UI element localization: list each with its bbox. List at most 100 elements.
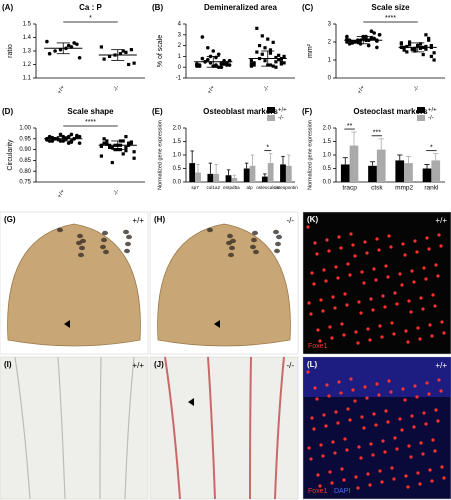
panel-label: (G) xyxy=(4,215,16,224)
bar xyxy=(422,168,432,182)
data-point xyxy=(429,54,433,58)
pigment xyxy=(252,230,258,236)
cell-dot xyxy=(315,397,319,401)
cell-dot xyxy=(437,378,441,382)
pigment xyxy=(273,229,279,235)
data-point xyxy=(282,61,286,65)
y-tick-label: 1.3 xyxy=(23,49,32,55)
cell-dot xyxy=(306,370,310,374)
cell-dot xyxy=(322,268,326,272)
y-axis-label: Normalized gene expression xyxy=(307,120,313,190)
cell-dot xyxy=(368,338,372,342)
x-tick-label: -/- xyxy=(113,85,121,93)
data-point xyxy=(260,52,264,56)
cell-dot xyxy=(349,232,353,236)
legend-swatch xyxy=(267,115,275,121)
y-tick-label: 0 xyxy=(328,76,332,82)
data-point xyxy=(421,53,425,57)
stain-label: Foxe1 xyxy=(308,343,328,350)
data-point xyxy=(347,42,352,46)
data-point xyxy=(427,36,431,40)
cell-dot xyxy=(425,381,429,385)
data-point xyxy=(124,135,128,139)
cell-dot xyxy=(351,388,355,392)
cell-dot xyxy=(328,470,332,474)
data-point xyxy=(45,39,49,44)
cell-dot xyxy=(403,253,407,257)
y-tick-label: 0.75 xyxy=(19,180,31,186)
data-point xyxy=(47,51,52,56)
cell-dot xyxy=(428,323,432,327)
cell-dot xyxy=(325,383,329,387)
data-point xyxy=(72,41,76,45)
cell-dot xyxy=(412,425,416,429)
cell-dot xyxy=(306,225,310,229)
chart-title: Demineralized area xyxy=(204,3,277,12)
cell-dot xyxy=(384,409,388,413)
cell-dot xyxy=(316,473,320,477)
data-point xyxy=(216,52,221,57)
cell-dot xyxy=(363,385,367,389)
y-tick-label: 2.0 xyxy=(173,126,182,132)
x-tick-label: osteocalcin xyxy=(256,185,279,190)
data-point xyxy=(206,45,210,50)
bar xyxy=(368,165,377,182)
data-point xyxy=(69,140,74,144)
cell-dot xyxy=(339,246,343,250)
data-point xyxy=(249,64,253,68)
data-point xyxy=(124,50,128,54)
data-point xyxy=(277,58,281,62)
x-tick-label: -/- xyxy=(113,189,121,197)
cell-dot xyxy=(340,467,344,471)
cell-dot xyxy=(322,413,326,417)
pigment xyxy=(101,237,107,243)
data-point xyxy=(399,41,403,45)
significance-label: *** xyxy=(373,130,381,137)
cell-dot xyxy=(334,265,338,269)
y-axis-label: Normalized gene expression xyxy=(157,120,163,190)
data-point xyxy=(124,149,128,153)
cell-dot xyxy=(403,398,407,402)
data-point xyxy=(107,54,112,58)
cell-dot xyxy=(377,393,381,397)
cell-dot xyxy=(374,278,378,282)
cell-dot xyxy=(346,407,350,411)
arrowhead xyxy=(214,320,220,328)
data-point xyxy=(102,141,106,145)
cell-dot xyxy=(406,485,410,489)
cell-dot xyxy=(390,321,394,325)
data-point xyxy=(279,60,283,64)
cell-dot xyxy=(336,276,340,280)
data-point xyxy=(77,55,82,60)
panel-label: (E) xyxy=(152,107,163,116)
data-point xyxy=(424,44,428,49)
cell-dot xyxy=(328,325,332,329)
bar xyxy=(225,175,232,182)
y-tick-label: 0.95 xyxy=(19,136,31,142)
cell-dot xyxy=(413,384,417,388)
data-point xyxy=(53,49,57,53)
pigment xyxy=(228,252,234,258)
cell-dot xyxy=(318,484,322,488)
legend-label: -/- xyxy=(278,116,284,122)
x-tick-label: rankl xyxy=(424,185,439,192)
cell-dot xyxy=(406,340,410,344)
y-tick-label: 1.0 xyxy=(173,153,182,159)
cell-dot xyxy=(421,307,425,311)
panel-label: (B) xyxy=(152,3,163,12)
pigment xyxy=(77,233,83,239)
cell-dot xyxy=(436,274,440,278)
x-tick-label: -/- xyxy=(413,85,421,93)
data-point xyxy=(279,62,283,66)
data-point xyxy=(345,34,349,39)
y-tick-label: 3 xyxy=(178,32,182,38)
cell-dot xyxy=(375,237,379,241)
cell-dot xyxy=(371,453,375,457)
x-tick-label: mmp2 xyxy=(395,185,413,192)
cell-dot xyxy=(354,475,358,479)
pigment xyxy=(76,240,82,246)
y-tick-label: 0.5 xyxy=(323,166,332,172)
bar xyxy=(267,163,274,182)
data-point xyxy=(277,53,281,57)
data-point xyxy=(413,49,417,53)
